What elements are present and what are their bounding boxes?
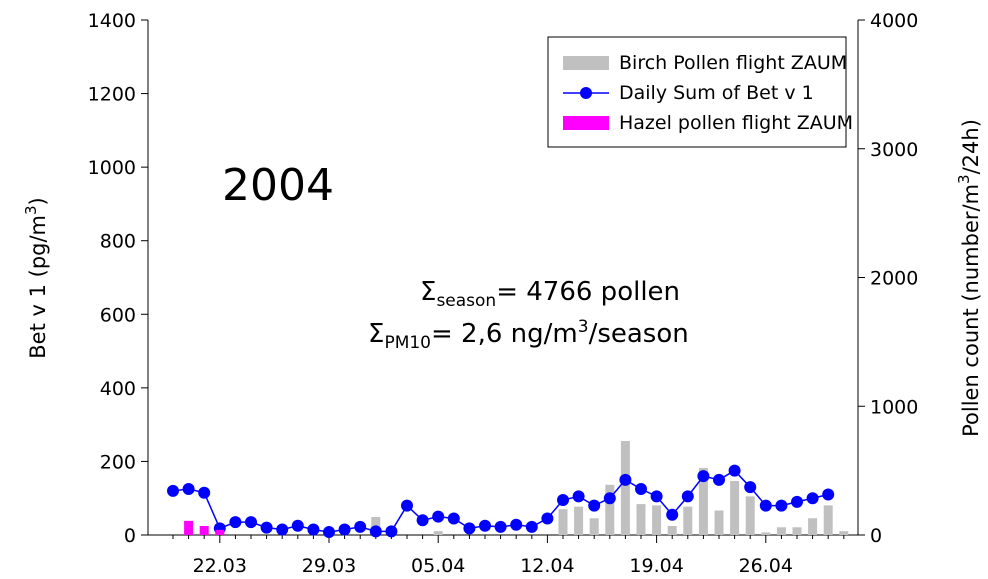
- bar: [823, 505, 833, 535]
- point: [229, 516, 242, 529]
- bar: [839, 531, 849, 535]
- x-tick-label: 12.04: [520, 555, 574, 577]
- bar: [698, 468, 708, 535]
- point: [479, 519, 491, 532]
- x-tick-label: 22.03: [193, 555, 247, 577]
- point: [245, 516, 257, 529]
- point: [385, 525, 398, 538]
- point: [291, 519, 304, 532]
- point: [167, 484, 179, 497]
- point: [198, 486, 211, 499]
- point: [681, 490, 694, 503]
- x-tick-label: 26.04: [739, 555, 793, 577]
- bar: [761, 532, 771, 535]
- point: [557, 494, 569, 507]
- point: [588, 499, 601, 512]
- y-tick-label: 1000: [88, 157, 136, 179]
- legend-label: Hazel pollen flight ZAUM: [619, 112, 853, 134]
- y-axis-label: Bet v 1 (pg/m3): [22, 197, 50, 359]
- bar: [714, 510, 724, 535]
- bar: [745, 496, 755, 535]
- point: [447, 512, 460, 525]
- point: [650, 490, 663, 503]
- point: [260, 521, 273, 534]
- point: [354, 520, 367, 533]
- bar: [776, 527, 786, 535]
- year-label: 2004: [222, 160, 334, 211]
- bar: [667, 525, 677, 535]
- bar: [605, 484, 615, 535]
- y-tick-label: 600: [100, 304, 136, 326]
- point: [666, 508, 679, 521]
- bar: [792, 527, 802, 535]
- bar: [730, 480, 740, 535]
- point: [619, 473, 632, 486]
- y-tick-label: 400: [100, 378, 136, 400]
- point: [323, 526, 335, 539]
- point: [728, 464, 741, 477]
- point: [806, 492, 819, 505]
- y2-tick-label: 1000: [870, 396, 918, 418]
- season-annotation: Σseason= 4766 pollen: [420, 277, 680, 311]
- legend-swatch: [580, 87, 592, 99]
- point: [603, 492, 616, 505]
- bar: [558, 509, 568, 535]
- point: [822, 488, 835, 501]
- point: [541, 512, 554, 525]
- point: [338, 523, 351, 536]
- bar: [199, 525, 209, 535]
- y-tick-label: 800: [100, 231, 136, 253]
- y2-tick-label: 4000: [870, 10, 918, 32]
- bar: [433, 531, 443, 535]
- point: [713, 473, 725, 486]
- bar: [620, 441, 630, 535]
- bar: [574, 506, 584, 535]
- point: [635, 483, 647, 496]
- y2-tick-label: 0: [870, 525, 882, 547]
- point: [775, 499, 788, 512]
- point: [463, 522, 476, 535]
- point: [510, 518, 523, 531]
- point: [791, 495, 803, 508]
- point: [401, 499, 413, 512]
- y-tick-label: 0: [124, 525, 136, 547]
- legend-label: Birch Pollen flight ZAUM: [619, 52, 847, 74]
- point: [182, 483, 195, 496]
- y2-tick-label: 2000: [870, 268, 918, 290]
- point: [572, 490, 585, 503]
- point: [697, 470, 710, 483]
- pm10-annotation: ΣPM10= 2,6 ng/m3/season: [368, 317, 689, 353]
- legend-label: Daily Sum of Bet v 1: [619, 82, 814, 104]
- bar: [636, 504, 646, 535]
- y2-tick-label: 3000: [870, 139, 918, 161]
- point: [432, 510, 445, 523]
- bar: [184, 520, 194, 535]
- legend-swatch: [563, 116, 609, 130]
- point: [759, 499, 772, 512]
- y-tick-label: 1400: [88, 10, 136, 32]
- bar: [652, 505, 662, 535]
- point: [307, 523, 320, 536]
- bar: [215, 529, 225, 535]
- point: [369, 525, 382, 538]
- x-tick-label: 19.04: [629, 555, 683, 577]
- bar: [808, 518, 818, 535]
- point: [416, 514, 429, 527]
- bar: [683, 506, 693, 535]
- y-tick-label: 1200: [88, 84, 136, 106]
- bar: [589, 518, 599, 535]
- legend-swatch: [563, 56, 609, 70]
- y2-axis-label: Pollen count (number/m3/24h): [955, 119, 983, 437]
- point: [494, 520, 507, 533]
- point: [744, 481, 757, 494]
- x-tick-label: 29.03: [302, 555, 356, 577]
- y-tick-label: 200: [100, 451, 136, 473]
- x-tick-label: 05.04: [411, 555, 465, 577]
- point: [276, 523, 289, 536]
- point: [525, 520, 538, 533]
